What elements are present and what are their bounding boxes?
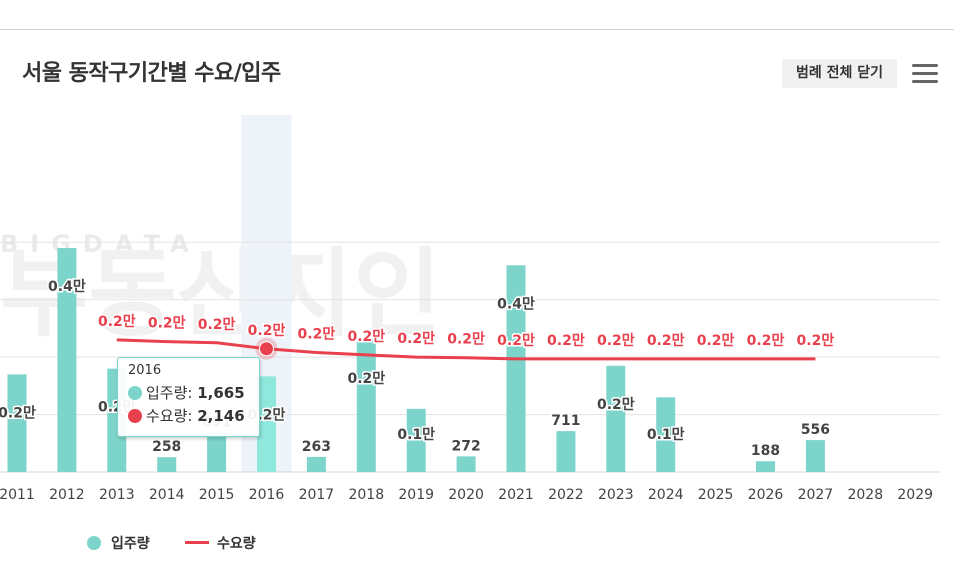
demand-data-label: 0.2만 bbox=[497, 333, 535, 349]
demand-data-label: 0.2만 bbox=[148, 316, 186, 332]
supply-bar bbox=[456, 456, 476, 472]
chart-tooltip: 2016 입주량: 1,665 수요량: 2,146 bbox=[117, 357, 260, 437]
supply-data-label: 711 bbox=[551, 413, 580, 429]
demand-legend-icon bbox=[185, 541, 209, 544]
chart-plot: 0.2만0.4만0.2만2586910.2만2630.2만0.1만2720.4만… bbox=[0, 115, 940, 503]
demand-line bbox=[116, 338, 816, 361]
x-tick-label: 2027 bbox=[798, 487, 834, 503]
x-tick-label: 2029 bbox=[897, 487, 933, 503]
supply-bar bbox=[606, 365, 626, 472]
demand-data-label: 0.2만 bbox=[747, 333, 785, 349]
demand-data-label: 0.2만 bbox=[597, 333, 635, 349]
tooltip-supply-row: 입주량: 1,665 bbox=[128, 382, 245, 403]
supply-bar bbox=[756, 461, 775, 472]
x-tick-label: 2013 bbox=[99, 487, 135, 503]
legend-item-demand[interactable]: 수요량 bbox=[185, 533, 256, 553]
supply-bar bbox=[556, 431, 576, 472]
supply-data-label: 0.2만 bbox=[0, 405, 36, 421]
x-tick-label: 2022 bbox=[548, 487, 584, 503]
demand-data-label: 0.2만 bbox=[647, 333, 685, 349]
x-tick-label: 2020 bbox=[448, 487, 484, 503]
supply-bar bbox=[356, 339, 376, 472]
x-tick-label: 2015 bbox=[199, 487, 235, 503]
tooltip-demand-row: 수요량: 2,146 bbox=[128, 405, 245, 426]
x-tick-label: 2014 bbox=[149, 487, 185, 503]
supply-bar bbox=[257, 376, 276, 472]
x-tick-label: 2012 bbox=[49, 487, 85, 503]
supply-dot-icon bbox=[128, 386, 142, 400]
x-tick-label: 2026 bbox=[748, 487, 784, 503]
supply-bar bbox=[157, 457, 177, 472]
x-tick-label: 2023 bbox=[598, 487, 634, 503]
supply-bar bbox=[805, 440, 825, 472]
supply-data-label: 0.4만 bbox=[497, 296, 535, 312]
supply-data-label: 258 bbox=[152, 439, 181, 455]
x-tick-label: 2011 bbox=[0, 487, 35, 503]
supply-legend-icon bbox=[87, 536, 101, 550]
chart-title: 서울 동작구기간별 수요/입주 bbox=[22, 61, 281, 86]
hamburger-menu-icon[interactable] bbox=[912, 64, 938, 84]
demand-dot-icon bbox=[128, 409, 142, 423]
supply-data-label: 0.2만 bbox=[347, 371, 385, 387]
supply-data-label: 0.1만 bbox=[397, 427, 435, 443]
supply-bar bbox=[306, 456, 326, 472]
supply-data-label: 556 bbox=[801, 422, 830, 438]
demand-data-label: 0.2만 bbox=[298, 327, 336, 343]
x-tick-label: 2019 bbox=[398, 487, 434, 503]
supply-bar bbox=[7, 374, 27, 472]
x-tick-label: 2025 bbox=[698, 487, 734, 503]
demand-data-label: 0.2만 bbox=[248, 323, 286, 339]
supply-data-label: 263 bbox=[302, 439, 331, 455]
supply-data-label: 0.1만 bbox=[647, 427, 685, 443]
demand-marker bbox=[259, 341, 274, 357]
legend-item-supply[interactable]: 입주량 bbox=[87, 533, 150, 553]
legend-toggle-button[interactable]: 범례 전체 닫기 bbox=[782, 59, 897, 88]
x-tick-label: 2016 bbox=[249, 487, 285, 503]
x-tick-label: 2017 bbox=[299, 487, 335, 503]
x-tick-label: 2028 bbox=[847, 487, 883, 503]
supply-bar bbox=[207, 432, 227, 472]
supply-data-label: 0.4만 bbox=[48, 279, 86, 295]
top-divider bbox=[0, 29, 954, 30]
tooltip-demand-value: 2,146 bbox=[197, 407, 245, 425]
demand-data-label: 0.2만 bbox=[397, 331, 435, 347]
demand-data-label: 0.2만 bbox=[98, 314, 136, 330]
supply-data-label: 188 bbox=[751, 443, 780, 459]
demand-data-label: 0.2만 bbox=[447, 332, 485, 348]
supply-data-label: 272 bbox=[451, 438, 480, 454]
supply-bar bbox=[57, 248, 77, 472]
supply-data-label: 0.2만 bbox=[597, 397, 635, 413]
demand-data-label: 0.2만 bbox=[697, 333, 735, 349]
tooltip-supply-value: 1,665 bbox=[197, 384, 245, 402]
supply-bar bbox=[656, 397, 676, 472]
demand-data-label: 0.2만 bbox=[547, 333, 585, 349]
demand-data-label: 0.2만 bbox=[797, 333, 835, 349]
demand-data-label: 0.2만 bbox=[198, 317, 236, 333]
supply-bar bbox=[406, 408, 426, 472]
demand-data-label: 0.2만 bbox=[347, 329, 385, 345]
x-tick-label: 2018 bbox=[348, 487, 384, 503]
x-tick-label: 2024 bbox=[648, 487, 684, 503]
tooltip-year: 2016 bbox=[128, 363, 162, 378]
supply-bar bbox=[506, 265, 526, 472]
x-tick-label: 2021 bbox=[498, 487, 534, 503]
